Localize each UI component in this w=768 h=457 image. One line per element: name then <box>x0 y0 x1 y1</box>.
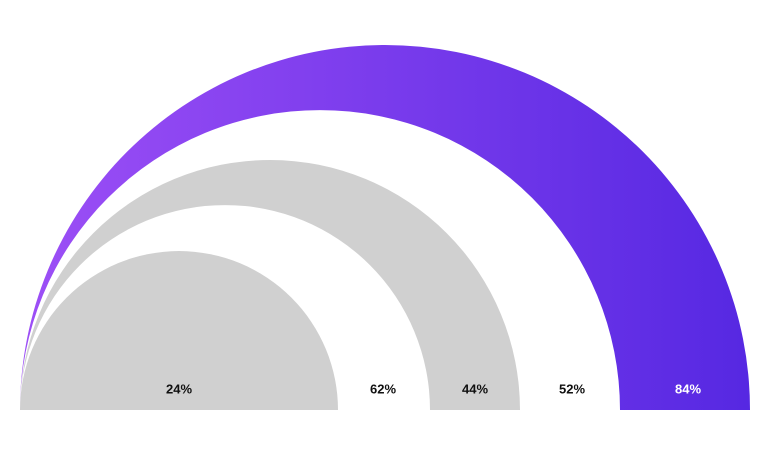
middle-arc <box>20 160 520 410</box>
label: 62% <box>370 381 396 396</box>
label: 52% <box>559 381 585 396</box>
label: 44% <box>462 381 488 396</box>
label: 24% <box>166 381 192 396</box>
label: 84% <box>675 381 701 396</box>
outer-arc <box>20 45 750 410</box>
inner-half-disc <box>20 251 338 410</box>
